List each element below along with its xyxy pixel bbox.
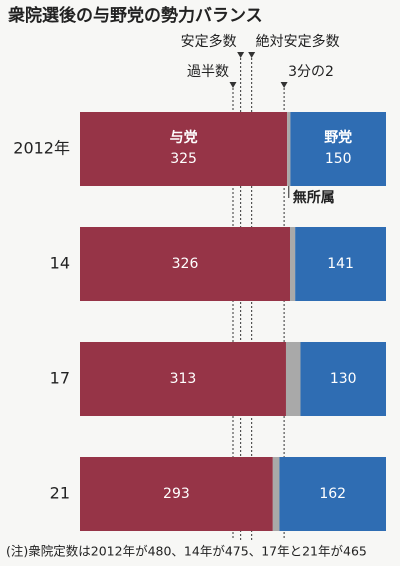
bar-segment (80, 457, 273, 531)
series-label: 野党 (324, 129, 352, 146)
value-label: 130 (330, 371, 357, 387)
bar-segment (272, 457, 280, 531)
bar-segment (80, 227, 291, 301)
bar-segment (290, 227, 296, 301)
bar-segment (279, 457, 386, 531)
series-label: 無所属 (293, 189, 335, 206)
value-label: 293 (163, 486, 190, 502)
value-label: 326 (172, 256, 199, 272)
bar-segment (80, 342, 286, 416)
bar-segment (285, 342, 301, 416)
y-tick-label: 14 (50, 254, 70, 273)
bar-segment (300, 342, 386, 416)
series-label: 与党 (170, 129, 198, 146)
value-label: 313 (170, 371, 197, 387)
y-tick-label: 17 (50, 369, 70, 388)
reference-marker (229, 82, 237, 88)
value-label: 150 (325, 151, 352, 167)
reference-label: 安定多数 (181, 33, 237, 50)
y-tick-label: 2012年 (13, 139, 70, 158)
reference-marker (280, 82, 288, 88)
bar-segment (290, 112, 386, 186)
reference-label: 3分の2 (288, 64, 334, 80)
value-label: 141 (327, 256, 354, 272)
y-tick-label: 21 (50, 484, 70, 503)
value-label: 325 (170, 151, 197, 167)
bar-segment (287, 112, 291, 186)
note: (注)衆院定数は2012年が480、14年が475、17年と21年が465 (6, 544, 367, 559)
bar-segment (80, 112, 288, 186)
reference-label: 過半数 (187, 64, 229, 80)
chart-title: 衆院選後の与野党の勢力バランス (8, 5, 263, 26)
reference-marker (248, 52, 256, 58)
value-label: 162 (319, 486, 346, 502)
bar-segment (295, 227, 386, 301)
reference-label: 絶対安定多数 (256, 33, 340, 50)
reference-marker (237, 52, 245, 58)
